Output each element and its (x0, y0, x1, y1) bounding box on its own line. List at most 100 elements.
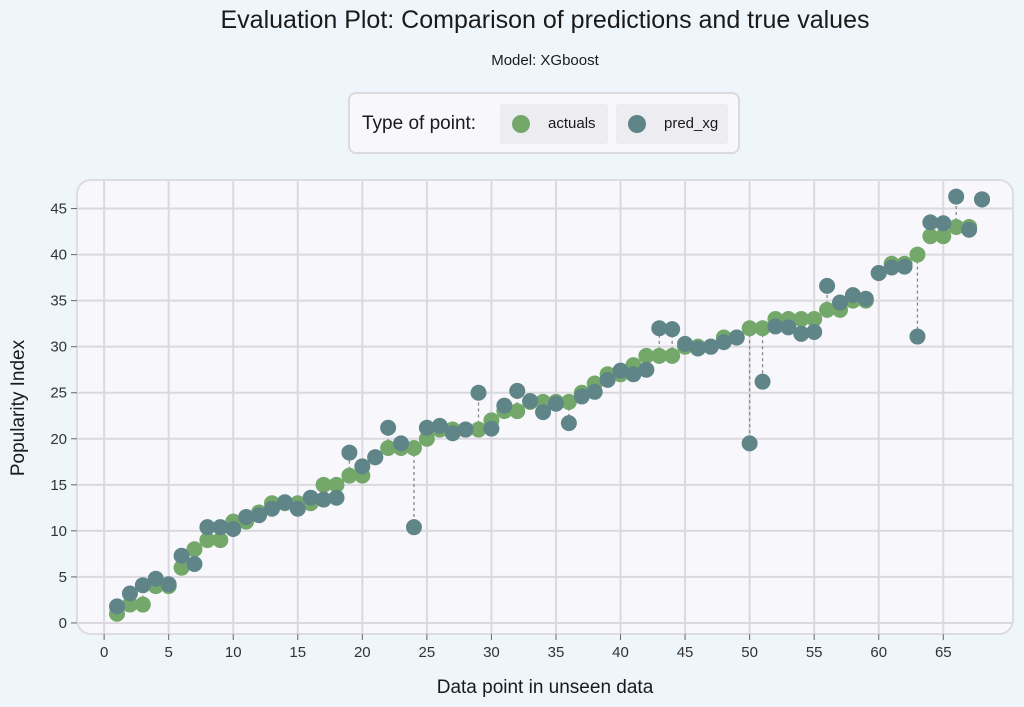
point-pred-xg (612, 362, 629, 379)
point-pred-xg (199, 519, 216, 536)
point-pred-xg (225, 521, 242, 538)
point-actual (328, 476, 345, 493)
legend: Type of point: actuals pred_xg (348, 92, 740, 154)
point-pred-xg (315, 491, 332, 508)
point-pred-xg (741, 435, 758, 452)
point-pred-xg (870, 265, 887, 282)
point-actual (418, 430, 435, 447)
point-actual (173, 559, 190, 576)
x-tick-label: 20 (354, 644, 371, 661)
point-pred-xg (263, 500, 280, 517)
point-actual (754, 320, 771, 337)
point-pred-xg (677, 335, 694, 352)
point-pred-xg (496, 397, 513, 414)
point-actual (806, 311, 823, 328)
point-pred-xg (367, 449, 384, 466)
legend-item-actuals[interactable]: actuals (500, 104, 608, 144)
y-tick-label: 30 (50, 339, 67, 356)
point-pred-xg (625, 366, 642, 383)
series-pred-xg (109, 188, 991, 615)
point-pred-xg (586, 383, 603, 400)
point-pred-xg (909, 328, 926, 345)
y-tick-label: 10 (50, 523, 67, 540)
legend-label-actuals: actuals (548, 115, 596, 132)
point-pred-xg (922, 214, 939, 231)
point-actual (909, 246, 926, 263)
x-axis-label: Data point in unseen data (437, 677, 654, 698)
point-actual (212, 532, 229, 549)
x-tick-label: 10 (225, 644, 242, 661)
point-pred-xg (935, 215, 952, 232)
point-actual (186, 541, 203, 558)
point-actual (121, 596, 138, 613)
point-pred-xg (457, 421, 474, 438)
point-pred-xg (702, 338, 719, 355)
point-actual (638, 347, 655, 364)
x-tick-label: 65 (935, 644, 952, 661)
point-pred-xg (418, 419, 435, 436)
point-pred-xg (405, 519, 422, 536)
x-tick-label: 30 (483, 644, 500, 661)
point-pred-xg (341, 444, 358, 461)
point-pred-xg (844, 287, 861, 304)
legend-item-pred-xg[interactable]: pred_xg (616, 104, 728, 144)
point-pred-xg (238, 509, 255, 526)
point-pred-xg (212, 519, 229, 536)
point-actual (664, 347, 681, 364)
point-actual (134, 596, 151, 613)
point-pred-xg (780, 319, 797, 336)
point-pred-xg (354, 458, 371, 475)
x-axis-ticks: 0 5 10 15 20 25 30 35 40 45 50 55 60 65 (100, 634, 952, 661)
point-pred-xg (560, 415, 577, 432)
x-tick-label: 5 (164, 644, 172, 661)
legend-marker-pred-xg (628, 115, 646, 133)
legend-marker-actuals (512, 115, 530, 133)
point-pred-xg (896, 258, 913, 275)
point-pred-xg (444, 425, 461, 442)
x-tick-label: 35 (548, 644, 565, 661)
point-actual (199, 532, 216, 549)
x-tick-label: 45 (677, 644, 694, 661)
point-pred-xg (483, 420, 500, 437)
y-axis-label: Popularity Index (8, 339, 29, 476)
point-pred-xg (173, 547, 190, 564)
point-pred-xg (109, 598, 126, 615)
point-actual (948, 218, 965, 235)
point-actual (509, 403, 526, 420)
point-actual (560, 393, 577, 410)
x-tick-label: 40 (612, 644, 629, 661)
point-pred-xg (328, 489, 345, 506)
y-axis-ticks: 0 5 10 15 20 25 30 35 40 45 (50, 201, 77, 632)
x-tick-label: 60 (870, 644, 887, 661)
point-pred-xg (121, 585, 138, 602)
point-pred-xg (276, 494, 293, 511)
point-pred-xg (547, 395, 564, 412)
point-pred-xg (160, 576, 177, 593)
y-tick-label: 35 (50, 293, 67, 310)
point-pred-xg (728, 329, 745, 346)
point-actual (793, 311, 810, 328)
point-pred-xg (715, 334, 732, 351)
point-pred-xg (651, 320, 668, 337)
point-pred-xg (948, 188, 965, 205)
point-pred-xg (664, 321, 681, 338)
point-pred-xg (961, 221, 978, 238)
point-pred-xg (819, 277, 836, 294)
y-tick-label: 45 (50, 201, 67, 218)
point-actual (741, 320, 758, 337)
point-pred-xg (974, 191, 991, 208)
point-pred-xg (289, 500, 306, 517)
point-pred-xg (767, 318, 784, 335)
point-pred-xg (689, 340, 706, 357)
point-pred-xg (393, 435, 410, 452)
chart-title: Evaluation Plot: Comparison of predictio… (220, 6, 870, 34)
point-actual (341, 467, 358, 484)
point-actual (470, 421, 487, 438)
y-tick-label: 40 (50, 247, 67, 264)
point-pred-xg (134, 577, 151, 594)
point-pred-xg (470, 384, 487, 401)
point-pred-xg (431, 417, 448, 434)
point-actual (819, 301, 836, 318)
point-pred-xg (806, 323, 823, 340)
